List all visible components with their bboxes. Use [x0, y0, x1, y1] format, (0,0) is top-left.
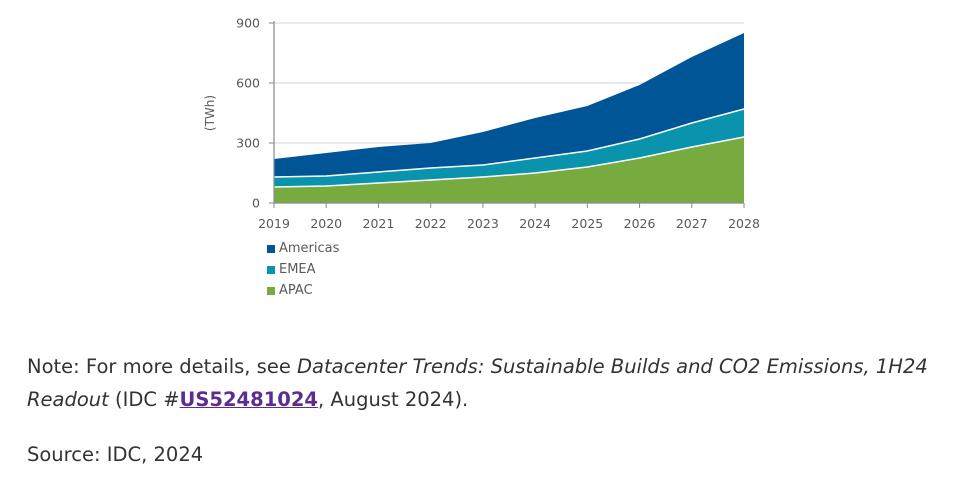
- legend-label: APAC: [279, 283, 313, 298]
- x-tick-label: 2025: [571, 216, 603, 231]
- x-tick-label: 2021: [363, 216, 395, 231]
- area-series: [273, 33, 745, 203]
- x-tick-label: 2027: [676, 216, 708, 231]
- area-apac: [274, 137, 744, 203]
- separator-emea: [273, 108, 745, 178]
- report-link[interactable]: US52481024: [179, 388, 318, 411]
- axes: [269, 21, 745, 208]
- chart-legend: Americas EMEA APAC: [267, 238, 339, 301]
- legend-swatch-americas: [267, 244, 275, 253]
- note-prefix: Note: For more details, see: [27, 355, 298, 378]
- legend-label: EMEA: [279, 262, 316, 277]
- source-line: Source: IDC, 2024: [27, 443, 204, 466]
- y-tick-label: 300: [236, 136, 260, 151]
- y-axis-title: (TWh): [203, 95, 217, 131]
- y-tick-label: 0: [252, 196, 260, 211]
- x-tick-label: 2024: [519, 216, 551, 231]
- x-tick-label: 2023: [467, 216, 499, 231]
- legend-label: Americas: [279, 241, 340, 256]
- legend-item-emea: EMEA: [267, 259, 339, 280]
- x-tick-label: 2022: [415, 216, 447, 231]
- x-tick-labels: 2019 2020 2021 2022 2023 2024 2025 2026 2027 2028: [258, 216, 760, 231]
- y-tick-label: 900: [236, 16, 260, 31]
- note-mid: (IDC #: [108, 388, 180, 411]
- separator-apac: [273, 136, 745, 188]
- y-tick-labels: 0 300 600 900: [236, 16, 260, 211]
- report-title: Datacenter Trends: Sustainable Builds an…: [27, 355, 928, 411]
- chart-note: Note: For more details, see Datacenter T…: [27, 350, 947, 416]
- x-tick-label: 2020: [310, 216, 342, 231]
- y-tick-label: 600: [236, 76, 260, 91]
- legend-item-apac: APAC: [267, 280, 339, 301]
- x-tick-label: 2019: [258, 216, 290, 231]
- x-tick-label: 2028: [728, 216, 760, 231]
- legend-swatch-emea: [267, 265, 275, 274]
- x-tick-label: 2026: [624, 216, 656, 231]
- legend-swatch-apac: [267, 286, 275, 295]
- area-emea: [274, 109, 744, 187]
- note-suffix: , August 2024).: [317, 388, 469, 411]
- legend-item-americas: Americas: [267, 238, 339, 259]
- area-americas: [274, 33, 744, 177]
